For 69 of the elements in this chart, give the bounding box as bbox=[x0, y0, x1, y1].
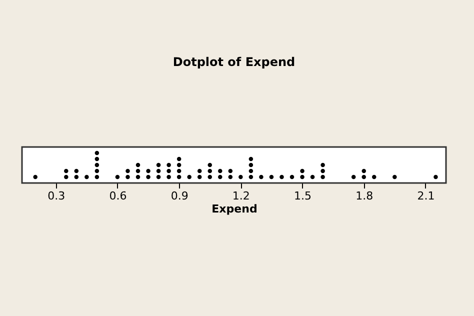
x-tick-label: 0.3 bbox=[48, 190, 66, 202]
point bbox=[197, 168, 202, 174]
point bbox=[187, 174, 192, 180]
point bbox=[362, 168, 366, 174]
point bbox=[166, 174, 171, 180]
point bbox=[248, 168, 254, 174]
x-tick-label: 1.5 bbox=[294, 190, 312, 202]
point bbox=[310, 174, 315, 180]
x-tick-label: 2.1 bbox=[417, 190, 435, 202]
point bbox=[74, 174, 79, 180]
point bbox=[156, 174, 161, 180]
chart-title: Dotplot of Expend bbox=[172, 55, 296, 69]
point bbox=[176, 168, 182, 174]
point bbox=[218, 168, 222, 174]
point bbox=[248, 174, 254, 180]
point bbox=[320, 162, 325, 168]
point bbox=[248, 162, 254, 168]
point bbox=[126, 168, 130, 174]
point bbox=[146, 174, 150, 180]
point bbox=[259, 174, 264, 180]
point bbox=[126, 174, 130, 180]
point bbox=[136, 168, 140, 174]
point bbox=[74, 168, 79, 174]
point bbox=[115, 174, 120, 180]
point bbox=[136, 162, 140, 168]
point bbox=[156, 168, 161, 174]
point bbox=[290, 174, 294, 180]
x-tick-label: 1.8 bbox=[356, 190, 374, 202]
point bbox=[156, 162, 161, 168]
point bbox=[94, 168, 100, 174]
x-tick-label: 1.2 bbox=[232, 190, 250, 202]
point bbox=[94, 174, 100, 180]
point bbox=[269, 174, 274, 180]
point bbox=[176, 162, 182, 168]
point bbox=[94, 150, 100, 156]
point bbox=[248, 156, 254, 162]
point bbox=[300, 174, 304, 180]
point bbox=[146, 168, 150, 174]
point bbox=[136, 174, 140, 180]
point bbox=[197, 174, 202, 180]
x-tick-label: 0.6 bbox=[109, 190, 127, 202]
point bbox=[94, 162, 100, 168]
point bbox=[94, 156, 100, 162]
point bbox=[434, 174, 438, 180]
point bbox=[64, 168, 68, 174]
point bbox=[300, 168, 304, 174]
point bbox=[228, 174, 233, 180]
point bbox=[218, 174, 222, 180]
point bbox=[238, 174, 243, 180]
point bbox=[320, 168, 325, 174]
point bbox=[208, 174, 212, 180]
point bbox=[228, 168, 233, 174]
point bbox=[84, 174, 89, 180]
point bbox=[64, 174, 68, 180]
point bbox=[208, 162, 212, 168]
x-tick-label: 0.9 bbox=[170, 190, 188, 202]
point bbox=[33, 174, 38, 180]
point bbox=[372, 174, 376, 180]
point bbox=[392, 174, 397, 180]
point bbox=[176, 174, 182, 180]
point bbox=[166, 162, 171, 168]
point bbox=[176, 156, 182, 162]
point bbox=[351, 174, 356, 180]
point bbox=[362, 174, 366, 180]
point bbox=[280, 174, 284, 180]
x-axis-title: Expend bbox=[212, 202, 258, 216]
point bbox=[208, 168, 212, 174]
point bbox=[166, 168, 171, 174]
point bbox=[320, 174, 325, 180]
